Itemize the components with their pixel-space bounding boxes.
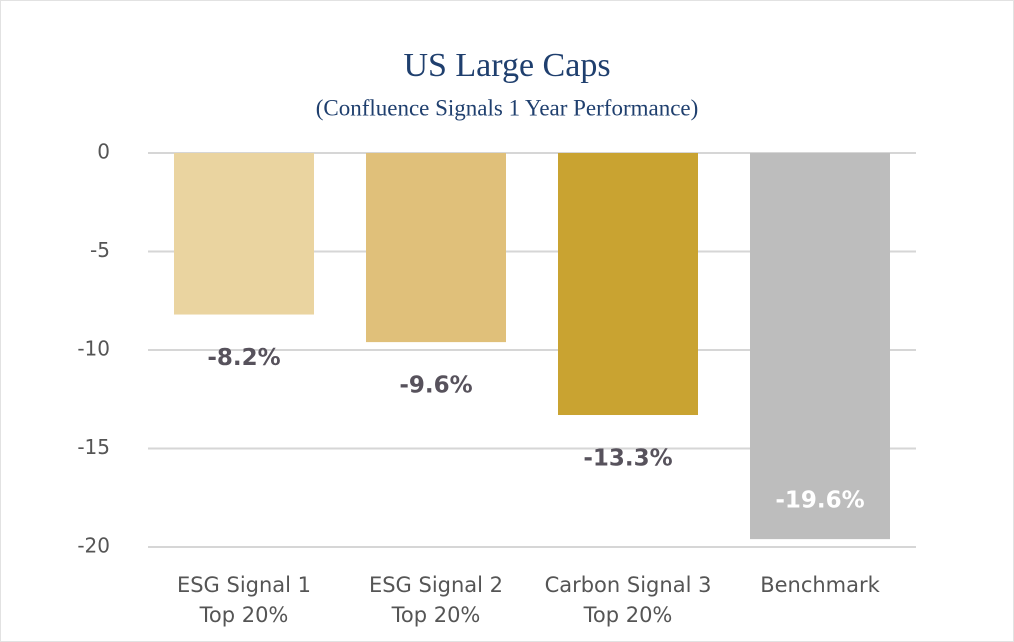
- value-label: -13.3%: [583, 446, 672, 472]
- x-tick-label: Carbon Signal 3: [545, 573, 712, 597]
- x-tick-label: Top 20%: [583, 603, 673, 627]
- bar: [366, 153, 506, 343]
- y-tick-label: -20: [77, 534, 110, 558]
- y-tick-label: -10: [77, 337, 110, 361]
- chart-subtitle: (Confluence Signals 1 Year Performance): [316, 95, 699, 120]
- x-tick-label: Top 20%: [391, 603, 481, 627]
- bar: [558, 153, 698, 416]
- y-tick-label: -15: [77, 435, 110, 459]
- value-label: -9.6%: [399, 373, 472, 399]
- y-tick-label: 0: [97, 140, 110, 164]
- x-tick-label: Benchmark: [760, 573, 880, 597]
- x-tick-label: Top 20%: [199, 603, 289, 627]
- x-tick-label: ESG Signal 1: [177, 573, 311, 597]
- bar: [174, 153, 314, 315]
- y-tick-label: -5: [90, 238, 110, 262]
- value-label: -19.6%: [775, 488, 864, 514]
- value-label: -8.2%: [207, 345, 280, 371]
- chart-title: US Large Caps: [403, 47, 610, 84]
- bar: [750, 153, 890, 540]
- x-tick-label: ESG Signal 2: [369, 573, 503, 597]
